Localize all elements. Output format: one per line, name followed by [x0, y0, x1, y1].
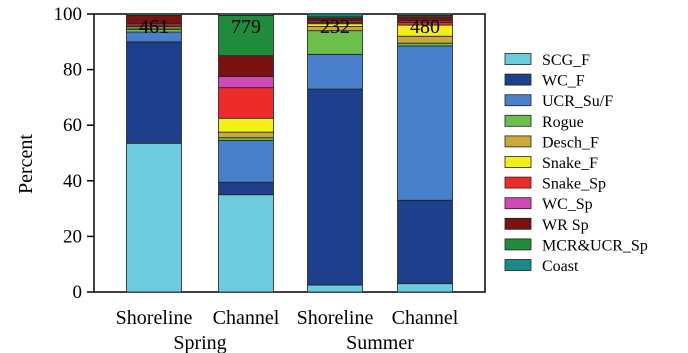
- bar-segment-2-1: [218, 194, 274, 293]
- legend-label-11: Coast: [542, 258, 579, 275]
- legend-label-1: SCG_F: [542, 52, 590, 69]
- legend-swatch-11: [504, 259, 532, 271]
- bar-segment-4-3: [397, 45, 453, 201]
- bar-segment-2-2: [218, 181, 274, 196]
- y-tick-label-20: 20: [63, 226, 82, 247]
- bar-segment-4-11: [397, 13, 453, 16]
- bar-segment-2-11: [218, 13, 274, 16]
- legend-swatch-5: [504, 135, 532, 148]
- bar-segment-3-3: [307, 53, 363, 90]
- y-tick-label-60: 60: [63, 115, 82, 136]
- y-axis-label: Percent: [15, 134, 37, 194]
- bar-segment-2-8: [218, 76, 274, 89]
- bar-segment-4-2: [397, 199, 453, 285]
- legend-label-3: UCR_Su/F: [542, 93, 613, 110]
- legend-label-7: Snake_Sp: [542, 176, 606, 193]
- y-tick-label-0: 0: [73, 282, 83, 303]
- legend-label-9: WR Sp: [542, 217, 589, 234]
- y-tick-label-40: 40: [63, 171, 82, 192]
- x-group-label-2: Summer: [346, 332, 414, 353]
- bar-segment-3-1: [307, 284, 363, 293]
- bar-segment-2-4: [218, 137, 274, 141]
- bar-segment-1-2: [126, 41, 182, 144]
- bar-total-label-2: 779: [231, 16, 261, 38]
- legend-label-2: WC_F: [542, 73, 585, 90]
- legend-swatch-4: [504, 114, 532, 127]
- legend-swatch-1: [504, 53, 532, 65]
- legend-swatch-7: [504, 176, 532, 189]
- legend-label-4: Rogue: [542, 114, 584, 131]
- bar-total-label-3: 232: [320, 16, 350, 38]
- bar-segment-2-6: [218, 117, 274, 133]
- legend-label-10: MCR&UCR_Sp: [542, 237, 648, 254]
- bar-total-label-1: 461: [139, 16, 169, 38]
- bar-total-label-4: 480: [410, 16, 440, 38]
- x-group-label-1: Spring: [173, 332, 226, 353]
- legend-label-6: Snake_F: [542, 155, 598, 172]
- bar-segment-2-9: [218, 55, 274, 77]
- x-category-label-3: Shoreline: [297, 307, 374, 329]
- plot-area: 0 20 40 60 80 100 461 Shoreline 779 Channel 232 Sho…: [54, 4, 486, 353]
- legend-swatch-8: [504, 197, 532, 210]
- legend: SCG_F WC_F UCR_Su/F Rogue Desch_F Snake_F Snak…: [504, 52, 648, 275]
- bar-segment-4-4: [397, 42, 453, 47]
- bar-segment-2-3: [218, 140, 274, 183]
- bar-segment-1-1: [126, 142, 182, 293]
- bar-segment-2-7: [218, 87, 274, 119]
- bar-segment-3-2: [307, 88, 363, 286]
- legend-label-5: Desch_F: [542, 134, 599, 151]
- x-category-label-2: Channel: [213, 307, 280, 329]
- legend-swatch-9: [504, 217, 532, 230]
- x-category-label-4: Channel: [392, 307, 459, 329]
- bar-segment-1-10: [126, 13, 182, 16]
- bar-segment-2-5: [218, 131, 274, 139]
- legend-swatch-2: [504, 73, 532, 86]
- legend-swatch-6: [504, 156, 532, 168]
- legend-swatch-10: [504, 238, 532, 251]
- bar-segment-4-1: [397, 283, 453, 293]
- x-category-label-1: Shoreline: [116, 307, 193, 329]
- legend-swatch-3: [504, 94, 532, 107]
- legend-label-8: WC_Sp: [542, 196, 593, 213]
- y-tick-label-80: 80: [63, 60, 82, 81]
- y-tick-label-100: 100: [54, 4, 83, 25]
- plot-frame: [93, 13, 486, 293]
- bar-segment-3-11: [307, 13, 363, 18]
